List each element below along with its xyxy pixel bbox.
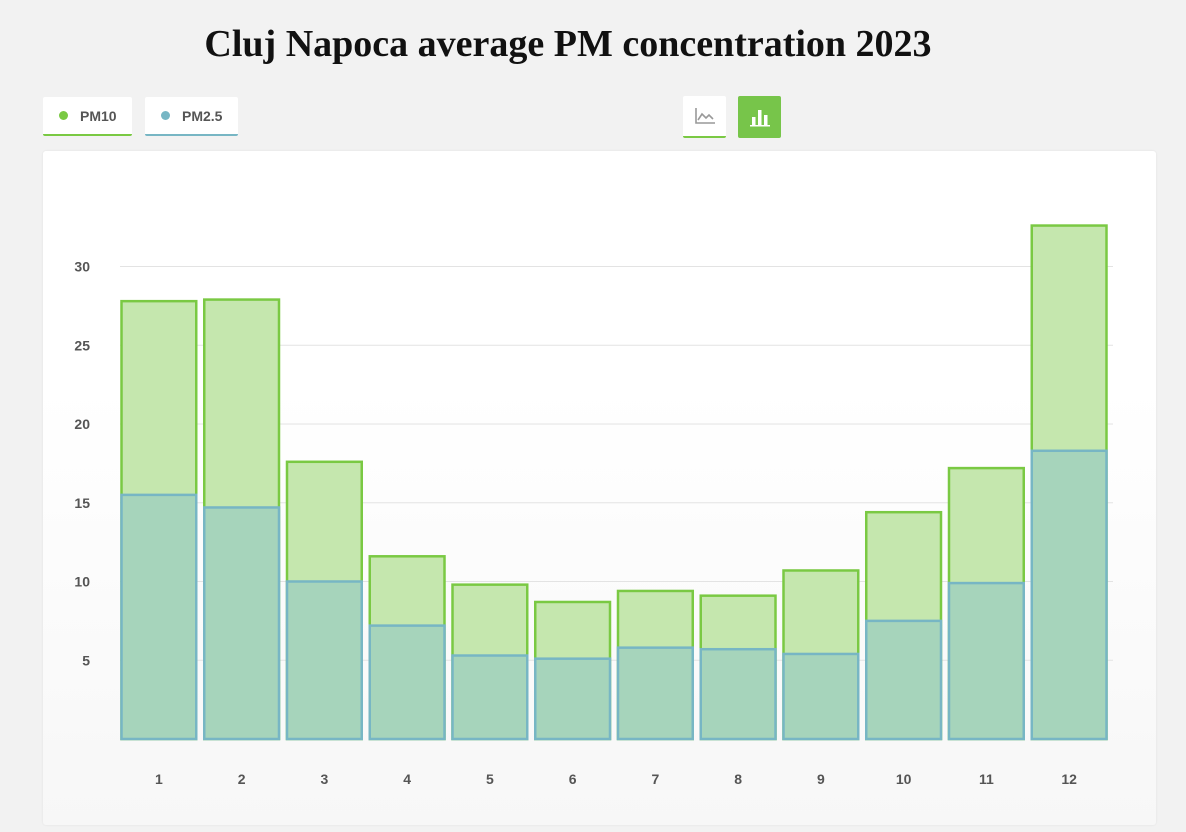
legend-pm10-button[interactable]: PM10 [43,97,132,136]
x-tick-label: 5 [486,771,494,787]
x-tick-label: 7 [651,771,659,787]
pm25-bar [1030,449,1108,741]
pm25-bar [203,506,281,741]
pm25-bar [368,624,446,741]
x-tick-label: 4 [403,771,411,787]
pm25-bar [534,657,612,741]
chart-card: 5 10 15 20 25 30 1 2 3 4 5 6 7 8 9 10 11 12 [43,151,1156,825]
pm25-dot-icon [161,111,170,120]
pm25-bar [616,646,694,741]
y-tick-label: 15 [74,495,90,511]
x-tick-label: 12 [1061,771,1077,787]
legend-pm25-label: PM2.5 [182,107,223,124]
pm25-bar [699,647,777,741]
pm25-bar [451,654,529,741]
line-chart-toggle-button[interactable] [683,96,726,138]
y-tick-label: 10 [74,574,90,590]
y-tick-label: 20 [74,416,90,432]
chart-title: Cluj Napoca average PM concentration 202… [204,23,932,65]
x-tick-label: 9 [817,771,825,787]
line-chart-icon [694,108,715,124]
y-tick-label: 30 [74,259,90,275]
pm25-bar [782,652,860,741]
x-tick-label: 3 [320,771,328,787]
legend-pm25-button[interactable]: PM2.5 [145,97,238,136]
bar-chart-toggle-button[interactable] [738,96,781,138]
pm25-bar [865,619,943,741]
pm10-dot-icon [59,111,68,120]
legend-pm10-label: PM10 [80,107,117,124]
x-tick-label: 8 [734,771,742,787]
x-tick-label: 10 [896,771,912,787]
pm25-bar [120,493,198,741]
y-tick-label: 25 [74,337,90,353]
x-tick-label: 11 [979,771,994,787]
bar-chart-icon [749,110,770,127]
y-tick-label: 5 [82,652,90,668]
x-tick-label: 1 [155,771,163,787]
x-tick-label: 6 [569,771,577,787]
pm25-bar [947,581,1025,741]
x-tick-label: 2 [238,771,246,787]
pm25-bar [285,580,363,741]
